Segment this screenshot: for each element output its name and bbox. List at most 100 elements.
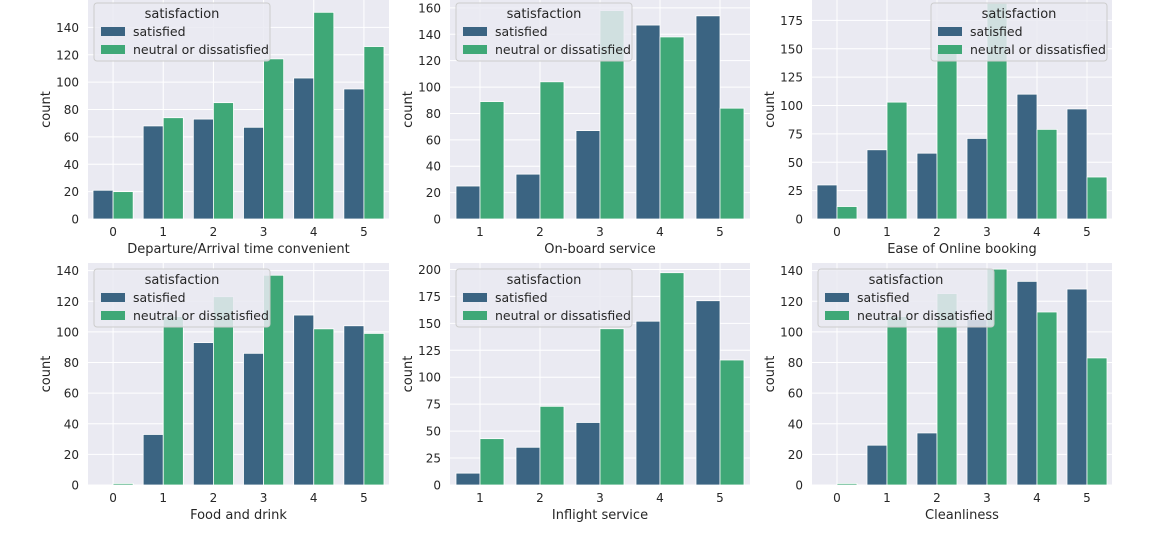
x-tick-label: 2 — [933, 491, 941, 505]
bar-satisfied-5 — [695, 300, 721, 486]
chart-panel-2: 0 20 40 60 80 100 120 140 160 1 2 3 4 5 On-board servi… — [401, 0, 750, 257]
x-tick-label: 3 — [596, 491, 604, 505]
bar-satisfied-1 — [142, 434, 164, 486]
bar-neutral-or-dissatisfied-2 — [936, 50, 958, 220]
legend-box — [93, 2, 271, 62]
chart-panel-1: 0 20 40 60 80 100 120 140 0 1 2 3 4 5 Departure/Arriva… — [39, 0, 389, 257]
x-tick-label: 4 — [310, 225, 318, 239]
bar-satisfied-3 — [575, 422, 601, 486]
bar-neutral-or-dissatisfied-2 — [539, 405, 565, 486]
y-tick-label: 120 — [56, 48, 79, 62]
y-axis-label: count — [401, 356, 416, 393]
y-tick-label: 175 — [780, 14, 803, 28]
x-axis-label: Food and drink — [190, 508, 287, 523]
bar-neutral-or-dissatisfied-1 — [162, 316, 184, 486]
bar-neutral-or-dissatisfied-4 — [659, 272, 685, 486]
x-axis-label: Inflight service — [552, 508, 648, 523]
y-tick-label: 120 — [56, 295, 79, 309]
y-tick-label: 140 — [418, 28, 441, 42]
bar-neutral-or-dissatisfied-1 — [479, 101, 505, 220]
y-tick-label: 125 — [780, 71, 803, 85]
x-axis-label: On-board service — [544, 242, 655, 257]
bar-satisfied-0 — [816, 184, 838, 220]
x-tick-label: 0 — [109, 491, 117, 505]
x-tick-label: 3 — [260, 491, 268, 505]
bar-satisfied-4 — [1016, 280, 1038, 486]
legend: satisfaction satisfied neutral or dissatis… — [93, 268, 271, 328]
bar-satisfied-4 — [635, 24, 661, 220]
y-tick-label: 100 — [780, 99, 803, 113]
y-tick-label: 125 — [418, 344, 441, 358]
bar-satisfied-0 — [92, 189, 114, 220]
x-tick-label: 2 — [210, 491, 218, 505]
legend-entry-2: neutral or dissatisfied — [495, 308, 631, 323]
y-tick-label: 140 — [780, 264, 803, 278]
x-tick-label: 3 — [596, 225, 604, 239]
bar-neutral-or-dissatisfied-1 — [479, 438, 505, 486]
x-tick-label: 1 — [159, 491, 167, 505]
y-tick-label: 50 — [426, 425, 441, 439]
bar-satisfied-1 — [866, 444, 888, 486]
chart-panel-4: 0 20 40 60 80 100 120 140 0 1 2 3 4 5 Food and drink co… — [39, 263, 389, 523]
legend: satisfaction satisfied neutral or dissatis… — [930, 2, 1108, 62]
x-tick-label: 5 — [360, 225, 368, 239]
y-tick-label: 40 — [64, 158, 79, 172]
x-tick-label: 4 — [656, 225, 664, 239]
legend-swatch-1 — [463, 27, 487, 36]
y-tick-label: 100 — [780, 325, 803, 339]
legend-entry-1: satisfied — [495, 24, 548, 39]
bar-satisfied-2 — [916, 152, 938, 220]
bar-neutral-or-dissatisfied-1 — [886, 316, 908, 486]
y-tick-label: 20 — [426, 186, 441, 200]
bar-neutral-or-dissatisfied-1 — [886, 101, 908, 220]
legend-swatch-1 — [463, 293, 487, 302]
chart-panel-6: 0 20 40 60 80 100 120 140 0 1 2 3 4 5 Cleanliness count… — [763, 263, 1112, 523]
legend-box — [455, 268, 633, 328]
bar-satisfied-4 — [293, 77, 315, 220]
bar-satisfied-4 — [1016, 93, 1038, 220]
y-tick-label: 160 — [418, 1, 441, 15]
legend-swatch-1 — [938, 27, 962, 36]
y-tick-label: 50 — [788, 156, 803, 170]
x-tick-label: 1 — [476, 225, 484, 239]
bar-neutral-or-dissatisfied-4 — [1036, 128, 1058, 220]
legend-entry-1: satisfied — [133, 24, 186, 39]
y-tick-label: 80 — [788, 356, 803, 370]
legend-swatch-1 — [825, 293, 849, 302]
bar-satisfied-5 — [343, 88, 365, 220]
legend-swatch-2 — [463, 45, 487, 54]
legend-title: satisfaction — [507, 273, 582, 288]
y-tick-label: 140 — [56, 21, 79, 35]
x-tick-label: 2 — [210, 225, 218, 239]
bar-neutral-or-dissatisfied-5 — [363, 333, 385, 486]
bar-neutral-or-dissatisfied-2 — [213, 102, 234, 220]
legend-entry-2: neutral or dissatisfied — [857, 308, 993, 323]
bar-neutral-or-dissatisfied-5 — [1086, 176, 1108, 220]
y-tick-label: 100 — [418, 81, 441, 95]
bar-satisfied-1 — [142, 125, 164, 220]
bar-neutral-or-dissatisfied-0 — [836, 483, 858, 486]
y-axis-label: count — [763, 91, 778, 128]
x-tick-label: 4 — [310, 491, 318, 505]
x-tick-label: 1 — [476, 491, 484, 505]
legend-entry-1: satisfied — [133, 290, 186, 305]
y-tick-label: 200 — [418, 263, 441, 277]
y-tick-label: 100 — [56, 325, 79, 339]
legend-swatch-2 — [463, 311, 487, 320]
legend-entry-1: satisfied — [495, 290, 548, 305]
bar-neutral-or-dissatisfied-4 — [313, 328, 335, 486]
legend-swatch-1 — [101, 27, 125, 36]
legend-title: satisfaction — [145, 7, 220, 22]
bar-satisfied-4 — [293, 314, 315, 486]
x-tick-label: 4 — [656, 491, 664, 505]
bar-neutral-or-dissatisfied-5 — [363, 46, 385, 220]
y-tick-label: 80 — [64, 356, 79, 370]
bar-neutral-or-dissatisfied-3 — [263, 274, 285, 486]
legend-swatch-1 — [101, 293, 125, 302]
bar-neutral-or-dissatisfied-0 — [836, 206, 858, 220]
y-tick-label: 60 — [64, 387, 79, 401]
x-tick-label: 5 — [360, 491, 368, 505]
y-tick-label: 150 — [418, 317, 441, 331]
bar-neutral-or-dissatisfied-4 — [1036, 311, 1058, 486]
y-tick-label: 0 — [71, 213, 79, 227]
